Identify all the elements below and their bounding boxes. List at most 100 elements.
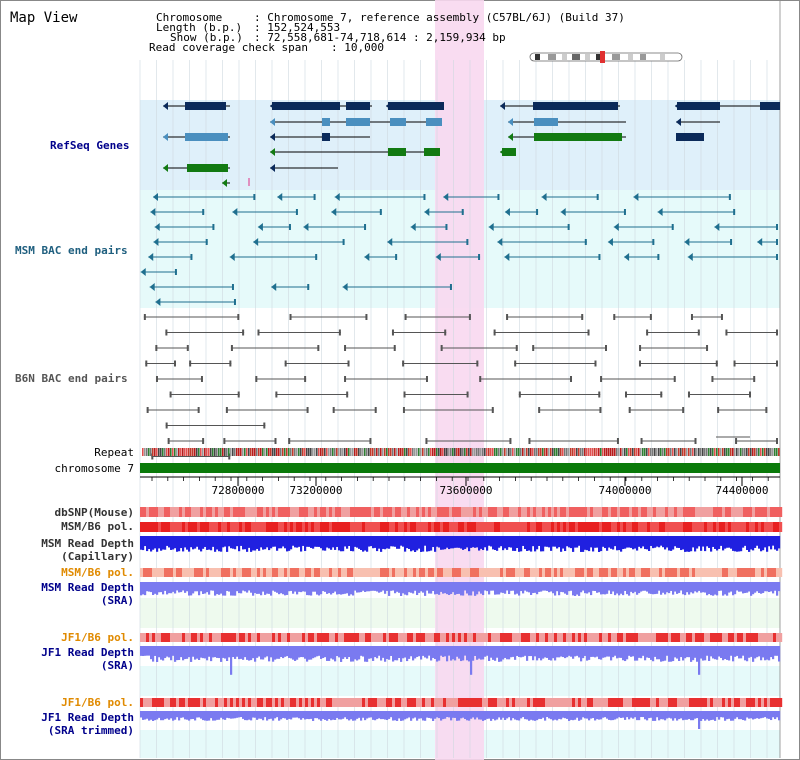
msm-sra-depth-bar (602, 582, 605, 595)
jf1-sra-depth-bar (462, 646, 465, 661)
msm-b6-pol-heat-cell (779, 522, 783, 532)
msm-b6-pol-label-2[interactable]: MSM/B6 pol. (61, 566, 134, 579)
repeat-segment (480, 448, 482, 456)
msm-b6-pol-heat-cell (638, 568, 642, 577)
jf1-trimmed-depth-bar (696, 711, 699, 719)
msm-b6-pol-heat-cell (209, 522, 213, 532)
repeat-segment (628, 448, 630, 456)
dbsnp-heat-cell (521, 507, 525, 517)
msm-capillary-depth-bar (326, 536, 329, 548)
jf1-b6-pol-heat-cell (281, 698, 285, 707)
jf1-sra-depth-bar (634, 646, 637, 661)
jf1-b6-pol-label-2[interactable]: JF1/B6 pol. (61, 696, 134, 709)
msm-capillary-depth-bar (740, 536, 743, 552)
repeat-segment (218, 448, 220, 456)
b6n-bac-end (649, 314, 652, 320)
jf1-b6-pol-heat-cell (182, 698, 186, 707)
dbsnp-heat-cell (320, 507, 324, 517)
msm-b6-pol-heat-cell (452, 522, 456, 532)
msm-b6-pol-heat-cell (698, 522, 702, 532)
dbsnp-heat-cell (170, 507, 174, 517)
msm-b6-pol-heat-cell (515, 568, 519, 577)
jf1-sra-depth-bar (720, 646, 723, 658)
jf1-b6-pol-heat-cell (776, 633, 780, 642)
jf1-sra-depth-bar (336, 646, 339, 657)
msm-capillary-depth-bar (172, 536, 175, 550)
jf1-read-depth-sra-label[interactable]: JF1 Read Depth (41, 646, 134, 659)
msm-b6-pol-heat-cell (719, 568, 723, 577)
msm-b6-pol-heat-cell (203, 522, 207, 532)
jf1-b6-pol-heat-cell (611, 633, 615, 642)
repeat-segment (644, 448, 646, 456)
jf1-read-depth-trimmed-label[interactable]: JF1 Read Depth (41, 711, 134, 724)
msm-b6-pol-heat-cell (296, 522, 300, 532)
jf1-trimmed-depth-bar (714, 711, 717, 721)
jf1-b6-pol-heat-cell (491, 633, 495, 642)
dbsnp-heat-cell (773, 507, 777, 517)
jf1-b6-pol-heat-cell (317, 633, 321, 642)
repeat-segment (436, 448, 438, 456)
msm-b6-pol-heat-cell (515, 522, 519, 532)
msm-b6-pol-heat-cell (158, 568, 162, 577)
msm-b6-pol-heat-cell (593, 522, 597, 532)
msm-sra-depth-bar (670, 582, 673, 591)
dbsnp-label[interactable]: dbSNP(Mouse) (54, 506, 134, 519)
jf1-b6-pol-heat-cell (398, 633, 402, 642)
msm-sra-depth-bar (572, 582, 575, 596)
msm-bac-end (541, 193, 547, 201)
repeat-segment (210, 448, 212, 456)
msm-read-depth-capillary-label[interactable]: MSM Read Depth (41, 537, 134, 550)
refseq-genes-label[interactable]: RefSeq Genes (50, 139, 130, 152)
gene-exon (346, 102, 370, 110)
msm-sra-depth-bar (328, 582, 331, 594)
msm-capillary-depth-bar (262, 536, 265, 550)
dbsnp-heat-cell (701, 507, 705, 517)
repeat-segment (390, 448, 392, 456)
b6n-bac-end (255, 376, 258, 382)
jf1-trimmed-depth-bar (662, 711, 665, 720)
msm-b6-pol-heat-cell (527, 568, 531, 577)
jf1-trimmed-depth-bar (232, 711, 235, 719)
b6n-bac-end (229, 360, 232, 367)
msm-capillary-depth-bar (630, 536, 633, 548)
jf1-sra-depth-bar (450, 646, 453, 661)
jf1-sra-depth-bar (190, 646, 193, 662)
jf1-b6-pol-heat-cell (365, 698, 369, 707)
jf1-b6-pol-heat-cell (233, 633, 237, 642)
msm-sra-depth-bar (376, 582, 379, 592)
msm-b6-pol-label-1[interactable]: MSM/B6 pol. (61, 520, 134, 533)
msm-sra-depth-bar (558, 582, 561, 596)
b6n-bac-end (393, 345, 396, 351)
msm-capillary-depth-bar (504, 536, 507, 549)
repeat-segment (530, 448, 532, 456)
msm-sra-depth-bar (606, 582, 609, 594)
jf1-sra-depth-bar (500, 646, 503, 662)
jf1-trimmed-depth-bar (692, 711, 695, 721)
jf1-b6-pol-heat-cell (431, 698, 435, 707)
jf1-sra-depth-bar (484, 646, 487, 657)
jf1-trimmed-depth-bar (550, 711, 553, 720)
msm-b6-pol-heat-cell (611, 568, 615, 577)
b6n-bac-label[interactable]: B6N BAC end pairs (15, 372, 128, 385)
msm-capillary-depth-bar (520, 536, 523, 552)
jf1-b6-pol-label-1[interactable]: JF1/B6 pol. (61, 631, 134, 644)
jf1-sra-depth-bar (176, 646, 179, 661)
gene-strand-arrow (676, 118, 681, 126)
msm-read-depth-sra-label[interactable]: MSM Read Depth (41, 581, 134, 594)
msm-capillary-depth-bar (646, 536, 649, 550)
jf1-sra-depth-bar (480, 646, 483, 660)
dbsnp-heat-cell (254, 507, 258, 517)
repeat-segment (460, 448, 462, 456)
jf1-sra-depth-bar (614, 646, 617, 656)
msm-capillary-depth-bar (536, 536, 539, 550)
repeat-segment (544, 448, 546, 456)
jf1-trimmed-depth-bar (348, 711, 351, 721)
jf1-b6-pol-heat-cell (539, 633, 543, 642)
msm-bac-label[interactable]: MSM BAC end pairs (15, 244, 128, 257)
repeat-segment (508, 448, 510, 456)
jf1-b6-pol-heat-cell (695, 633, 699, 642)
msm-sra-depth-bar (340, 582, 343, 595)
jf1-trimmed-depth-bar (722, 711, 725, 718)
chromosome-ideogram (529, 51, 683, 63)
jf1-sra-depth-bar (250, 646, 253, 661)
